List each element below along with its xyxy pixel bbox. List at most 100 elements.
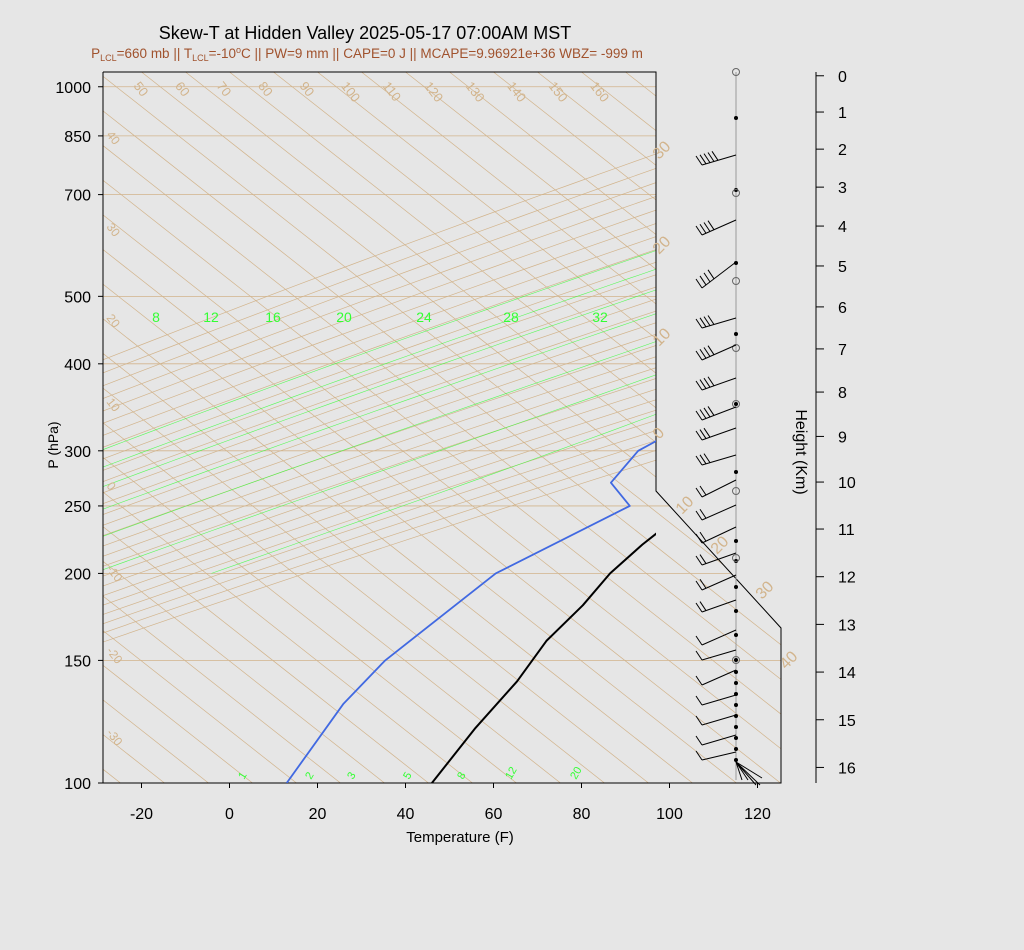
wind-barb-feather (703, 377, 711, 388)
wind-barb-feather (707, 345, 715, 355)
wind-barb-shaft (701, 504, 737, 521)
isotherm-label-top: 110 (380, 79, 405, 105)
dry-adiabat (103, 72, 781, 783)
wind-barb-feather (695, 533, 703, 544)
wind-level-dot (734, 681, 738, 685)
height-tick-label: 11 (838, 522, 855, 539)
mixing-ratio-line (876, 72, 1024, 241)
isotherm-line (103, 72, 649, 783)
moist-adiabat (103, 72, 781, 574)
mixing-ratio-top-label: 24 (416, 309, 432, 325)
mixing-ratio-top-label: 16 (265, 309, 281, 325)
dry-adiabat (103, 72, 781, 783)
dry-adiabat (103, 72, 781, 783)
subtitle-plcl-value: =660 mb || T (117, 46, 192, 61)
dry-adiabat (103, 72, 781, 783)
wind-level-dot (734, 758, 738, 762)
y-tick-label: 1000 (55, 80, 91, 97)
isotherm-line (103, 72, 693, 783)
wind-barb-surface (735, 761, 761, 786)
dry-adiabat (103, 72, 781, 783)
moist-adiabat (103, 72, 781, 574)
isotherm-label-right: 30 (650, 138, 675, 163)
dry-adiabat (103, 72, 781, 783)
wind-level-dot (734, 470, 738, 474)
wind-barb-shaft (701, 629, 737, 646)
wind-barb-feather (695, 650, 703, 661)
wind-barb-column (695, 68, 763, 786)
x-tick-label: -20 (130, 806, 153, 823)
isotherm-label-top: 50 (131, 79, 152, 100)
wind-level-dot (734, 585, 738, 589)
x-tick-label: 100 (656, 806, 683, 823)
mixing-ratio-line (980, 72, 1024, 241)
height-tick-label: 10 (838, 475, 856, 492)
dry-adiabat (103, 72, 781, 783)
dewpoint-profile (285, 440, 656, 783)
height-tick-label: 8 (838, 385, 847, 402)
height-tick-label: 14 (838, 665, 856, 682)
subtitle-plcl-sub: LCL (100, 53, 117, 63)
mixing-ratio-top-label: 32 (592, 309, 608, 325)
isotherm-line (141, 72, 781, 783)
wind-barb-feather (699, 578, 707, 589)
isotherm-label-top: 60 (172, 79, 193, 100)
wind-barb-feather (699, 531, 707, 542)
height-tick-label: 5 (838, 259, 847, 276)
x-tick-label: 0 (225, 806, 234, 823)
isotherm-label-top: 70 (214, 79, 235, 100)
dry-adiabat (103, 72, 781, 783)
y-tick-label: 500 (64, 289, 91, 306)
isotherm-line (890, 72, 1024, 783)
y-tick-label: 200 (64, 566, 91, 583)
dry-adiabat (103, 72, 781, 783)
isotherm-line (405, 72, 781, 783)
wind-barb-shaft (701, 694, 737, 706)
wind-level-dot (734, 332, 738, 336)
mixing-ratio-top-label: 20 (336, 309, 352, 325)
dry-adiabat (103, 72, 781, 783)
isotherm-line (493, 72, 781, 783)
wind-barb-shaft (701, 427, 737, 441)
wind-level-dot (734, 633, 738, 637)
chart-subtitle: PLCL=660 mb || TLCL=-10oC || PW=9 mm || … (91, 45, 643, 63)
skew-grid (103, 72, 1024, 783)
isotherm-line (103, 72, 209, 783)
isotherm-label-right: 20 (650, 233, 675, 258)
wind-level-dot (734, 402, 738, 406)
wind-barb-feather (695, 350, 703, 361)
mixing-ratio-bottom-label: 8 (455, 770, 468, 781)
wind-barb-shaft (701, 552, 737, 566)
dry-adiabat (103, 72, 781, 783)
wind-level-ring (732, 487, 740, 495)
mixing-ratio-bottom-label: 3 (345, 770, 358, 781)
wind-barb-shaft (701, 574, 737, 591)
chart-title: Skew-T at Hidden Valley 2025-05-17 07:00… (159, 23, 572, 43)
y-tick-label: 400 (64, 357, 91, 374)
wind-barb-shaft (701, 454, 737, 466)
wind-barb-feather (699, 554, 707, 564)
wind-barb-feather (699, 275, 707, 286)
wind-barb-shaft (701, 599, 737, 613)
dry-adiabat (103, 72, 781, 783)
dry-adiabat (103, 72, 781, 783)
subtitle-tlcl-value: =-10 (209, 46, 236, 61)
wind-barb-feather (699, 601, 707, 611)
isotherm-line (103, 72, 781, 783)
wind-barb-feather (695, 455, 703, 466)
wind-barb-feather (695, 225, 703, 236)
dry-adiabat (103, 72, 781, 783)
wind-level-ring (732, 344, 740, 352)
wind-barb-feather (707, 315, 715, 325)
isotherm-line (103, 72, 561, 783)
isotherm-line (449, 72, 781, 783)
wind-level-ring (732, 68, 740, 76)
x-tick-label: 40 (397, 806, 415, 823)
wind-level-dot (734, 714, 738, 718)
isotherm-line (103, 72, 473, 783)
wind-barb-surface (735, 761, 757, 786)
isotherm-label-left: 20 (104, 311, 123, 330)
y-tick-label: 700 (64, 188, 91, 205)
wind-barb-shaft (701, 317, 737, 329)
isotherm-line (103, 72, 781, 783)
